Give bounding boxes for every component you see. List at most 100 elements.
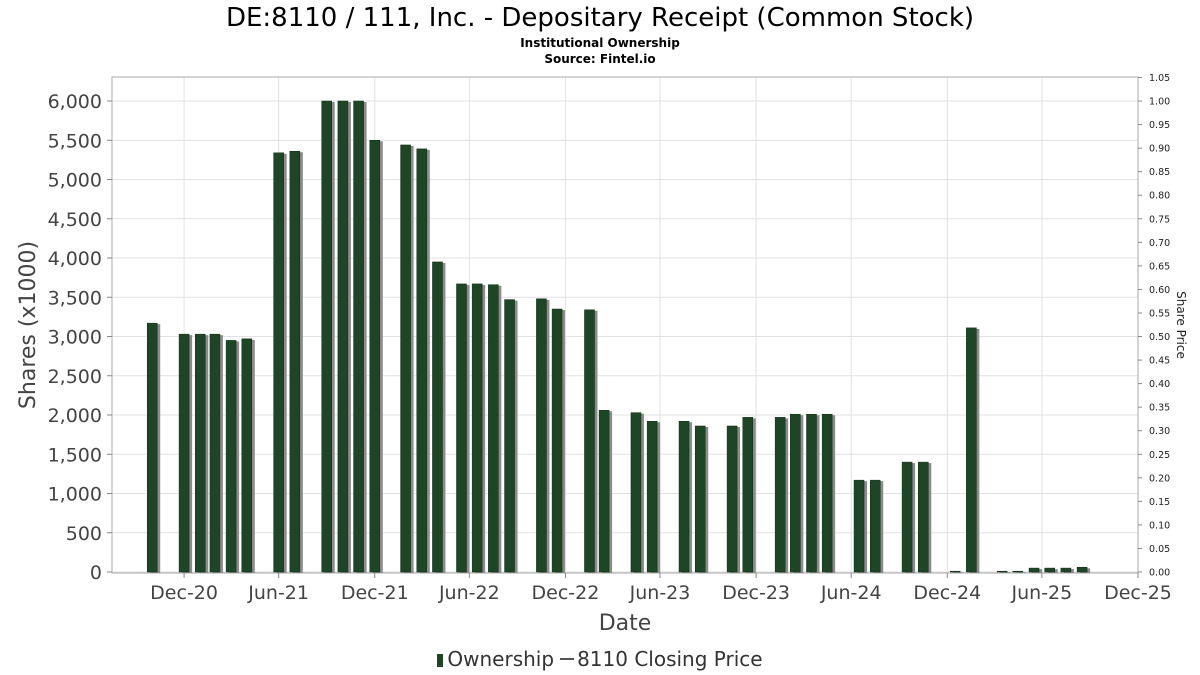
y-tick-label: 5,500 bbox=[48, 130, 102, 152]
y-tick-label: 3,000 bbox=[48, 327, 102, 349]
x-tick-label: Dec-22 bbox=[532, 582, 600, 604]
ownership-bar bbox=[488, 284, 499, 573]
y-tick-label: 5,000 bbox=[48, 170, 102, 192]
ownership-bar bbox=[966, 327, 977, 573]
ownership-bar bbox=[416, 148, 428, 573]
y2-axis-label: Share Price bbox=[1174, 291, 1188, 359]
price-legend-swatch bbox=[560, 658, 575, 660]
y2-tick-label: 0.90 bbox=[1149, 144, 1170, 155]
x-tick-label: Dec-24 bbox=[913, 582, 981, 604]
y-tick-label: 1,500 bbox=[48, 444, 102, 466]
x-tick-label: Dec-21 bbox=[341, 582, 409, 604]
x-tick-label: Jun-24 bbox=[820, 582, 882, 604]
x-tick-label: Jun-21 bbox=[247, 582, 309, 604]
y-tick-label: 500 bbox=[66, 523, 102, 545]
ownership-bar bbox=[949, 570, 961, 573]
chart-subtitle-institutional: Institutional Ownership bbox=[520, 36, 680, 50]
ownership-bar-shadow bbox=[1000, 572, 1011, 573]
ownership-bar bbox=[598, 410, 610, 573]
ownership-bar bbox=[353, 100, 364, 573]
plot-area bbox=[111, 76, 1139, 574]
ownership-bar bbox=[678, 421, 690, 573]
ownership-bar bbox=[456, 283, 467, 573]
legend-price-label: 8110 Closing Price bbox=[577, 647, 763, 671]
y2-tick-label: 0.30 bbox=[1149, 426, 1170, 437]
ownership-bar bbox=[1012, 570, 1024, 573]
ownership-bar bbox=[209, 333, 221, 573]
ownership-bar bbox=[790, 413, 801, 573]
ownership-bar bbox=[1060, 567, 1072, 573]
y-axis-right: 0.00 0.05 0.10 0.15 0.20 0.25 0.30 0.35 0.40 0.45… bbox=[1138, 73, 1170, 579]
y-tick-label: 2,500 bbox=[48, 366, 102, 388]
ownership-bar bbox=[551, 308, 563, 573]
y2-tick-label: 0.55 bbox=[1149, 308, 1170, 319]
y-axis-label: Shares (x1000) bbox=[16, 241, 41, 409]
ownership-bar bbox=[471, 283, 483, 573]
y2-tick-label: 0.20 bbox=[1149, 473, 1170, 484]
ownership-bar bbox=[369, 140, 381, 573]
ownership-bar bbox=[536, 298, 547, 573]
y2-tick-label: 0.95 bbox=[1149, 120, 1170, 131]
y-tick-label: 6,000 bbox=[48, 91, 102, 113]
x-tick-label: Jun-25 bbox=[1011, 582, 1073, 604]
y-tick-label: 1,000 bbox=[48, 484, 102, 506]
y2-tick-label: 0.45 bbox=[1149, 356, 1170, 367]
y2-tick-label: 0.40 bbox=[1149, 379, 1170, 390]
ownership-bar bbox=[821, 413, 833, 573]
ownership-bar bbox=[289, 150, 301, 573]
x-tick-label: Dec-25 bbox=[1104, 582, 1172, 604]
y2-tick-label: 1.05 bbox=[1149, 73, 1170, 84]
y-tick-label: 4,000 bbox=[48, 248, 102, 270]
ownership-chart: 0 500 1,000 1,500 2,000 2,500 3,000 3,500 4,000 4… bbox=[16, 73, 1188, 636]
ownership-bar bbox=[630, 412, 642, 573]
y2-tick-label: 0.85 bbox=[1149, 167, 1170, 178]
x-axis: Dec-20 Jun-21 Dec-21 Jun-22 Dec-22 Jun-23 Dec-… bbox=[150, 573, 1172, 604]
y2-tick-label: 0.65 bbox=[1149, 261, 1170, 272]
y2-tick-label: 0.35 bbox=[1149, 403, 1170, 414]
ownership-bar bbox=[146, 322, 158, 573]
x-axis-label: Date bbox=[599, 611, 652, 636]
ownership-bar bbox=[178, 333, 190, 573]
chart-subtitle-source: Source: Fintel.io bbox=[544, 52, 656, 66]
y-tick-label: 3,500 bbox=[48, 287, 102, 309]
y2-tick-label: 1.00 bbox=[1149, 97, 1170, 108]
ownership-bar bbox=[853, 479, 865, 573]
y-tick-label: 2,000 bbox=[48, 405, 102, 427]
x-tick-label: Jun-23 bbox=[629, 582, 691, 604]
chart-title: DE:8110 / 111, Inc. - Depositary Receipt… bbox=[225, 3, 975, 33]
ownership-bar bbox=[901, 461, 913, 573]
ownership-bar bbox=[337, 100, 349, 573]
y2-tick-label: 0.75 bbox=[1149, 214, 1170, 225]
ownership-bar bbox=[726, 425, 738, 573]
ownership-bar bbox=[742, 417, 754, 573]
y2-tick-label: 0.70 bbox=[1149, 238, 1170, 249]
y2-tick-label: 0.60 bbox=[1149, 285, 1170, 296]
ownership-bar bbox=[646, 421, 658, 573]
ownership-bar bbox=[584, 309, 595, 573]
y2-tick-label: 0.10 bbox=[1149, 520, 1170, 531]
y2-tick-label: 0.05 bbox=[1149, 544, 1170, 555]
ownership-bar bbox=[694, 425, 706, 573]
y2-tick-label: 0.50 bbox=[1149, 332, 1170, 343]
ownership-bar bbox=[806, 413, 817, 573]
x-tick-label: Dec-23 bbox=[722, 582, 790, 604]
ownership-bar bbox=[241, 338, 253, 573]
y-axis-left: 0 500 1,000 1,500 2,000 2,500 3,000 3,500 4,000 4… bbox=[48, 91, 112, 584]
ownership-bar bbox=[918, 461, 929, 573]
ownership-bar bbox=[273, 152, 284, 573]
ownership-bar-shadow bbox=[953, 572, 964, 573]
ownership-bar bbox=[225, 340, 237, 573]
y2-tick-label: 0.00 bbox=[1149, 568, 1170, 579]
ownership-bar bbox=[1076, 567, 1088, 573]
ownership-legend-swatch bbox=[437, 654, 444, 667]
ownership-bar bbox=[432, 261, 443, 573]
legend-ownership-label: Ownership bbox=[447, 647, 555, 671]
ownership-bars bbox=[146, 100, 1091, 574]
ownership-bar bbox=[774, 417, 786, 573]
y2-tick-label: 0.80 bbox=[1149, 191, 1170, 202]
ownership-bar bbox=[1028, 567, 1040, 573]
ownership-bar bbox=[321, 100, 332, 573]
y2-tick-label: 0.25 bbox=[1149, 450, 1170, 461]
ownership-bar bbox=[996, 570, 1008, 573]
ownership-bar bbox=[869, 479, 881, 573]
